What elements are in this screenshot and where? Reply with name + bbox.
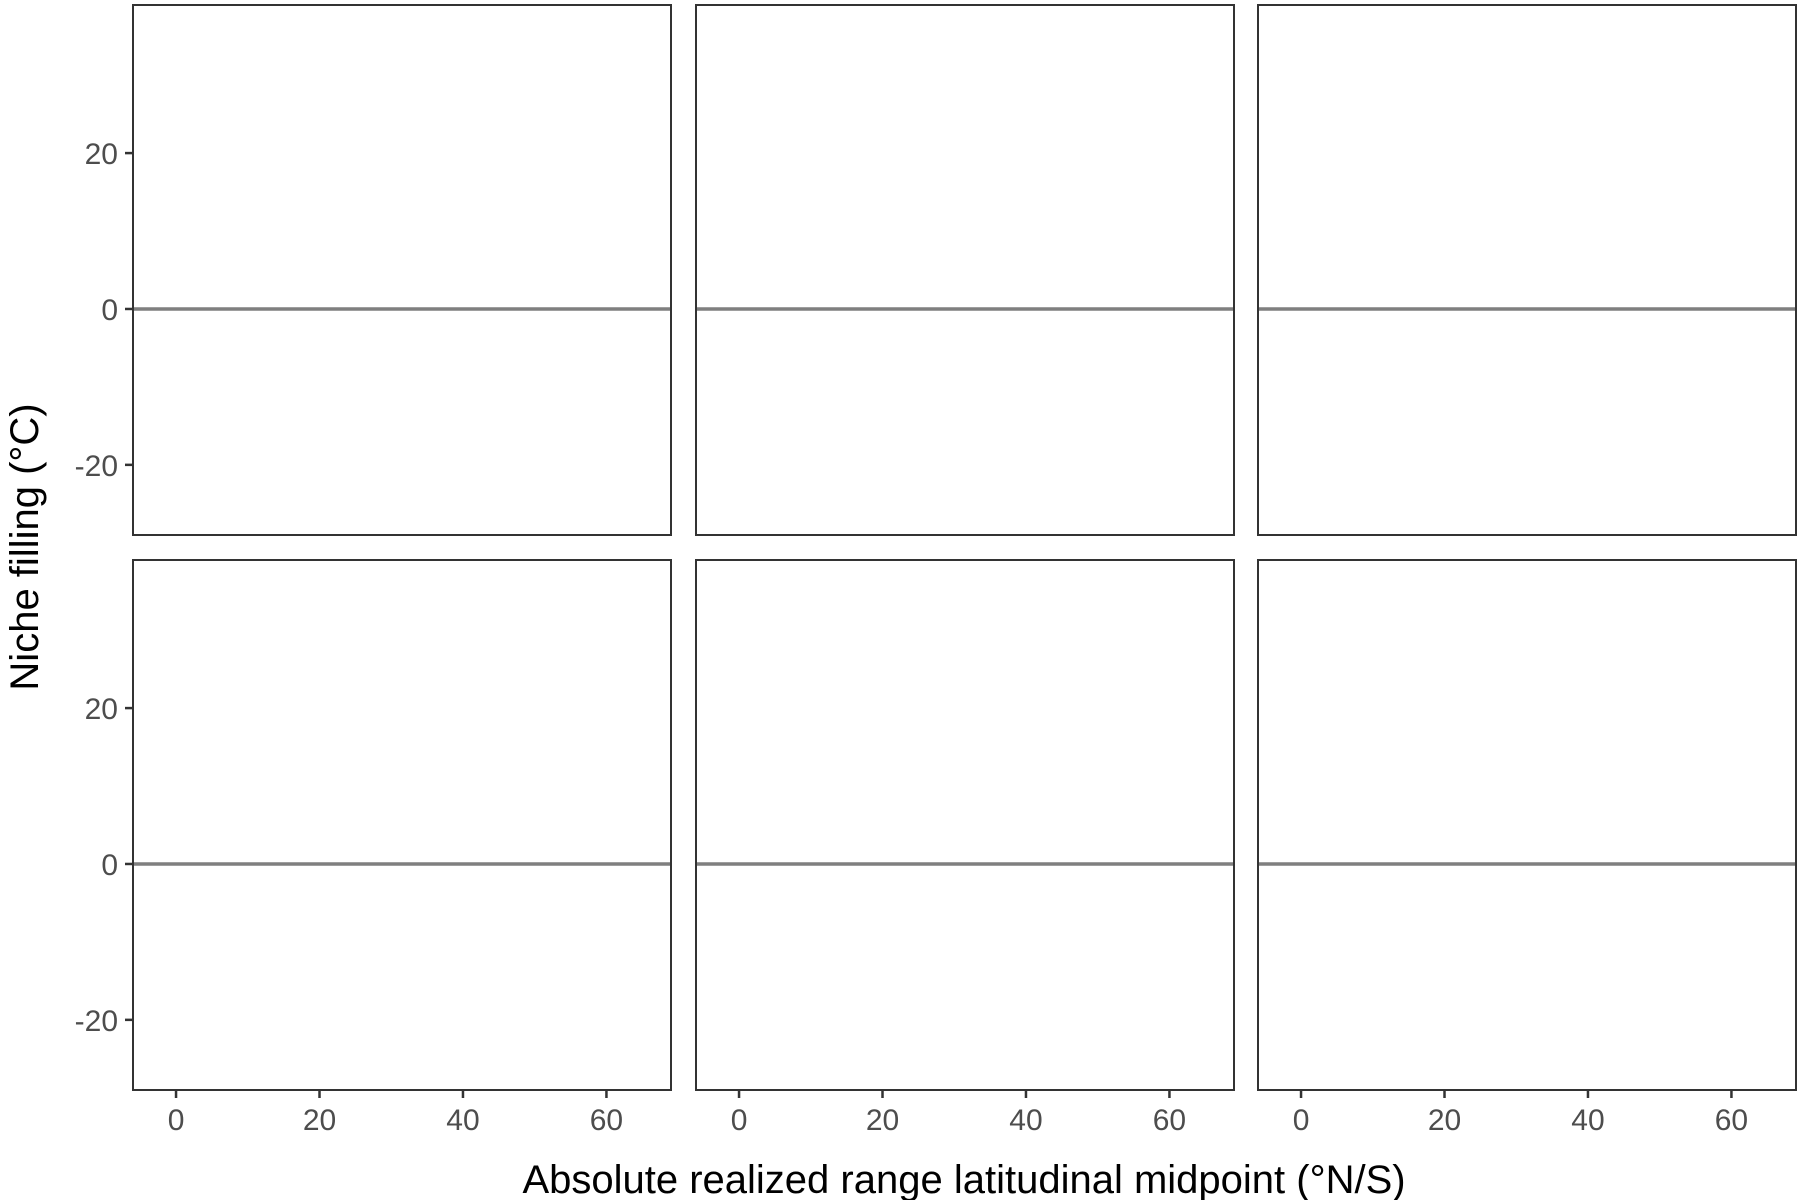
panel-frame bbox=[695, 4, 1235, 536]
x-tick-label: 20 bbox=[1428, 1104, 1461, 1137]
panel-r2-c1 bbox=[132, 559, 672, 1091]
panel-frame bbox=[695, 559, 1235, 1091]
x-tick-label: 60 bbox=[1153, 1104, 1186, 1137]
panel-r1-c1 bbox=[132, 4, 672, 536]
x-tick-label: 60 bbox=[590, 1104, 623, 1137]
panel-r1-c3 bbox=[1257, 4, 1797, 536]
y-tick-label: 20 bbox=[85, 138, 118, 171]
x-tick-label: 0 bbox=[731, 1104, 748, 1137]
panel-r1-c2 bbox=[695, 4, 1235, 536]
x-tick-label: 0 bbox=[168, 1104, 185, 1137]
x-tick-label: 20 bbox=[866, 1104, 899, 1137]
x-tick-label: 20 bbox=[303, 1104, 336, 1137]
x-tick-label: 40 bbox=[1009, 1104, 1042, 1137]
x-tick-label: 40 bbox=[446, 1104, 479, 1137]
y-tick-label: 0 bbox=[101, 849, 118, 882]
panel-frame bbox=[1257, 559, 1797, 1091]
y-tick-label: 0 bbox=[101, 294, 118, 327]
x-tick-label: 40 bbox=[1571, 1104, 1604, 1137]
y-tick-label: -20 bbox=[75, 1005, 118, 1038]
y-tick-label: 20 bbox=[85, 693, 118, 726]
y-tick-label: -20 bbox=[75, 450, 118, 483]
panel-frame bbox=[1257, 4, 1797, 536]
panel-r2-c2 bbox=[695, 559, 1235, 1091]
panel-frame bbox=[132, 559, 672, 1091]
axes-layer: -20 0 20 -20 0 20 0 20 40 60 0 20 40 60 0 20 40 60 bbox=[75, 138, 1748, 1137]
x-tick-label: 60 bbox=[1715, 1104, 1748, 1137]
x-tick-label: 0 bbox=[1293, 1104, 1310, 1137]
panels-layer bbox=[132, 4, 1797, 1091]
y-axis-title: Niche filling (°C) bbox=[3, 403, 47, 690]
x-axis-title: Absolute realized range latitudinal midp… bbox=[522, 1158, 1405, 1200]
panel-r2-c3 bbox=[1257, 559, 1797, 1091]
panel-frame bbox=[132, 4, 672, 536]
